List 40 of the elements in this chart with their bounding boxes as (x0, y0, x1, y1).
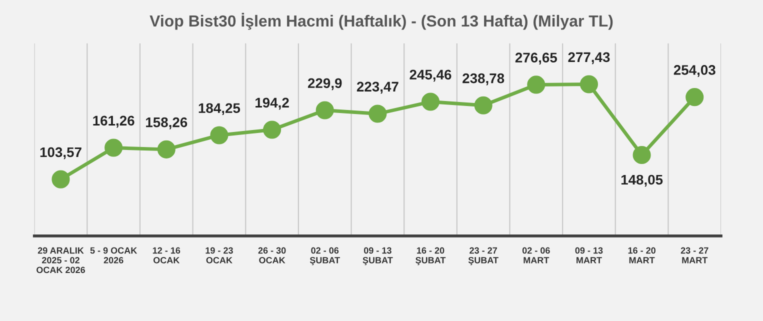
data-label: 229,9 (308, 78, 342, 90)
data-label: 184,25 (198, 103, 240, 116)
x-tick-label: 29 ARALIK 2025 - 02 OCAK 2026 (36, 247, 86, 274)
point (580, 75, 598, 94)
data-label: 276,65 (515, 52, 558, 65)
point (474, 96, 492, 114)
point (527, 76, 546, 94)
x-tick-label: 5 - 9 OCAK 2026 (90, 247, 138, 264)
point (632, 146, 651, 164)
point (157, 140, 176, 158)
point (210, 126, 228, 144)
data-label: 277,43 (568, 52, 610, 64)
point (316, 101, 334, 120)
x-tick-label: 09 - 13 ŞUBAT (362, 247, 393, 266)
data-label: 194,2 (256, 98, 289, 110)
x-tick-label: 16 - 20 ŞUBAT (416, 247, 446, 266)
data-label: 223,47 (356, 82, 398, 94)
x-tick-label: 23 - 27 ŞUBAT (468, 247, 498, 266)
chart-title: Viop Bist30 İşlem Hacmi (Haftalık) - (Son 13 Hafta) (Milyar TL) (150, 12, 613, 30)
point (421, 92, 440, 111)
point (104, 138, 123, 157)
data-label: 161,26 (93, 116, 134, 128)
x-tick-label: 16 - 20 MART (628, 247, 656, 264)
point (263, 120, 282, 139)
data-label: 254,03 (674, 65, 716, 77)
point (52, 170, 70, 188)
data-label: 245,46 (410, 70, 452, 82)
x-tick-label: 26 - 30 OCAK (258, 247, 286, 264)
point (686, 88, 704, 106)
x-tick-label: 09 - 13 MART (575, 247, 603, 264)
x-tick-label: 12 - 16 OCAK (152, 247, 180, 264)
data-label: 148,05 (621, 174, 663, 187)
data-label: 103,57 (40, 147, 82, 160)
x-tick-label: 19 - 23 OCAK (206, 247, 233, 264)
x-tick-label: 02 - 06 MART (522, 247, 550, 264)
data-label: 158,26 (146, 117, 188, 130)
x-tick-label: 02 - 06 ŞUBAT (310, 247, 340, 266)
point (368, 104, 387, 123)
x-tick-label: 23 - 27 MART (680, 247, 708, 264)
data-label: 238,78 (462, 73, 504, 86)
